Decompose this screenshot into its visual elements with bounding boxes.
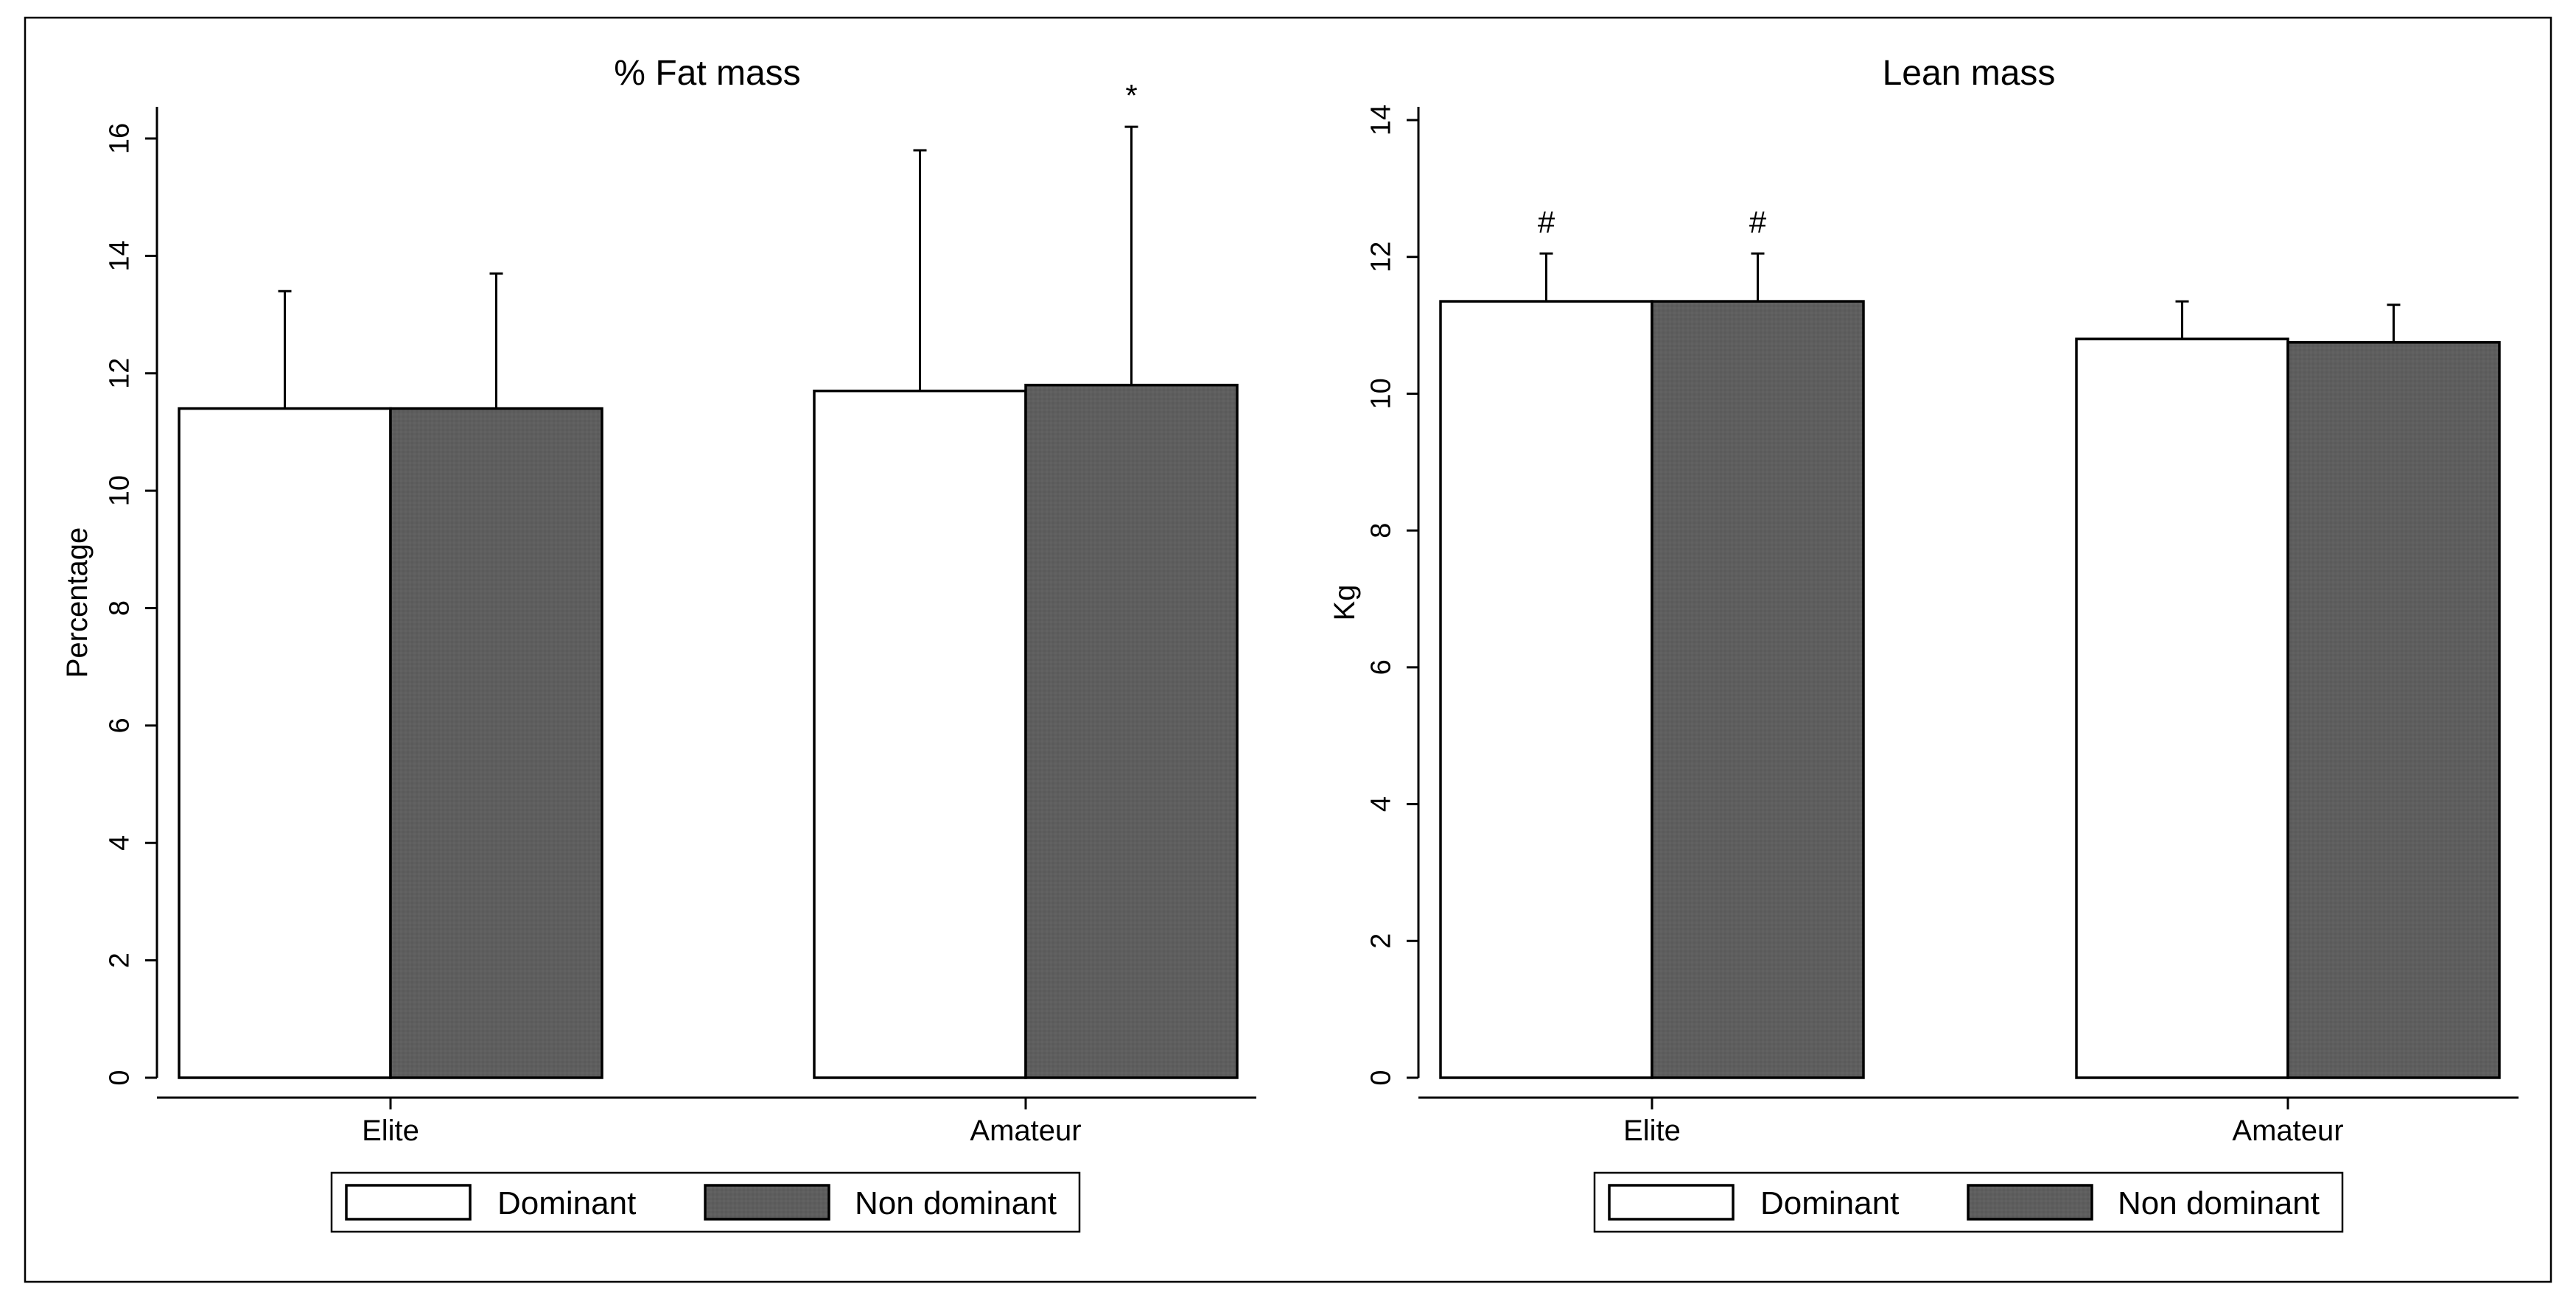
x-tick-label: Elite [362,1115,419,1147]
y-tick-label: 2 [104,953,135,968]
x-tick-label: Amateur [970,1115,1081,1147]
significance-marker: # [1749,205,1767,239]
y-tick-label: 8 [1365,523,1396,539]
chart-panel-2: Lean mass 0 2 4 6 8 10 12 14 Kg Elite # # Amateur Domi… [1329,54,2519,1233]
y-tick-label: 8 [104,600,135,616]
legend-swatch-non-dominant [1967,1184,2093,1221]
bar-dominant-elite [178,407,392,1079]
legend: Dominant Non dominant [330,1171,1081,1233]
x-tick-label: Elite [1623,1115,1681,1147]
y-tick-label: 16 [104,123,135,154]
y-tick-label: 4 [104,835,135,851]
legend-swatch-dominant [345,1184,472,1221]
bar-dominant-amateur [813,389,1027,1079]
legend-label-non-dominant: Non dominant [855,1185,1057,1221]
legend: Dominant Non dominant [1593,1171,2344,1233]
legend-label-dominant: Dominant [1760,1185,1899,1221]
y-tick-label: 0 [104,1070,135,1085]
significance-marker: * [1125,78,1137,113]
legend-swatch-dominant [1608,1184,1735,1221]
y-axis-label: Percentage [61,527,94,678]
y-tick-label: 0 [1365,1070,1396,1085]
y-tick-label: 12 [1365,242,1396,273]
y-tick-label: 6 [1365,659,1396,675]
y-tick-label: 14 [104,240,135,271]
y-tick-label: 10 [1365,378,1396,409]
bar-non-dominant-elite [389,407,603,1079]
bar-dominant-elite [1439,300,1653,1079]
y-tick-label: 14 [1365,105,1396,136]
y-tick-label: 12 [104,358,135,389]
legend-label-dominant: Dominant [497,1185,636,1221]
chart-title: Lean mass [1883,54,2056,93]
y-axis-label: Kg [1329,585,1361,621]
y-tick-label: 10 [104,475,135,506]
bar-non-dominant-elite [1651,300,1865,1079]
significance-marker: # [1538,205,1555,239]
x-tick-label: Amateur [2232,1115,2343,1147]
chart-title: % Fat mass [614,54,800,93]
chart-panel-1: % Fat mass 0 2 4 6 8 10 12 14 16 Percentage Elite Am… [61,54,1256,1233]
bar-non-dominant-amateur [1024,383,1239,1079]
y-tick-label: 6 [104,718,135,733]
bar-non-dominant-amateur [2286,341,2501,1079]
bar-dominant-amateur [2075,337,2289,1079]
y-tick-label: 4 [1365,796,1396,812]
legend-label-non-dominant: Non dominant [2118,1185,2320,1221]
y-tick-label: 2 [1365,933,1396,949]
figure-border [24,16,2552,1283]
legend-swatch-non-dominant [704,1184,830,1221]
